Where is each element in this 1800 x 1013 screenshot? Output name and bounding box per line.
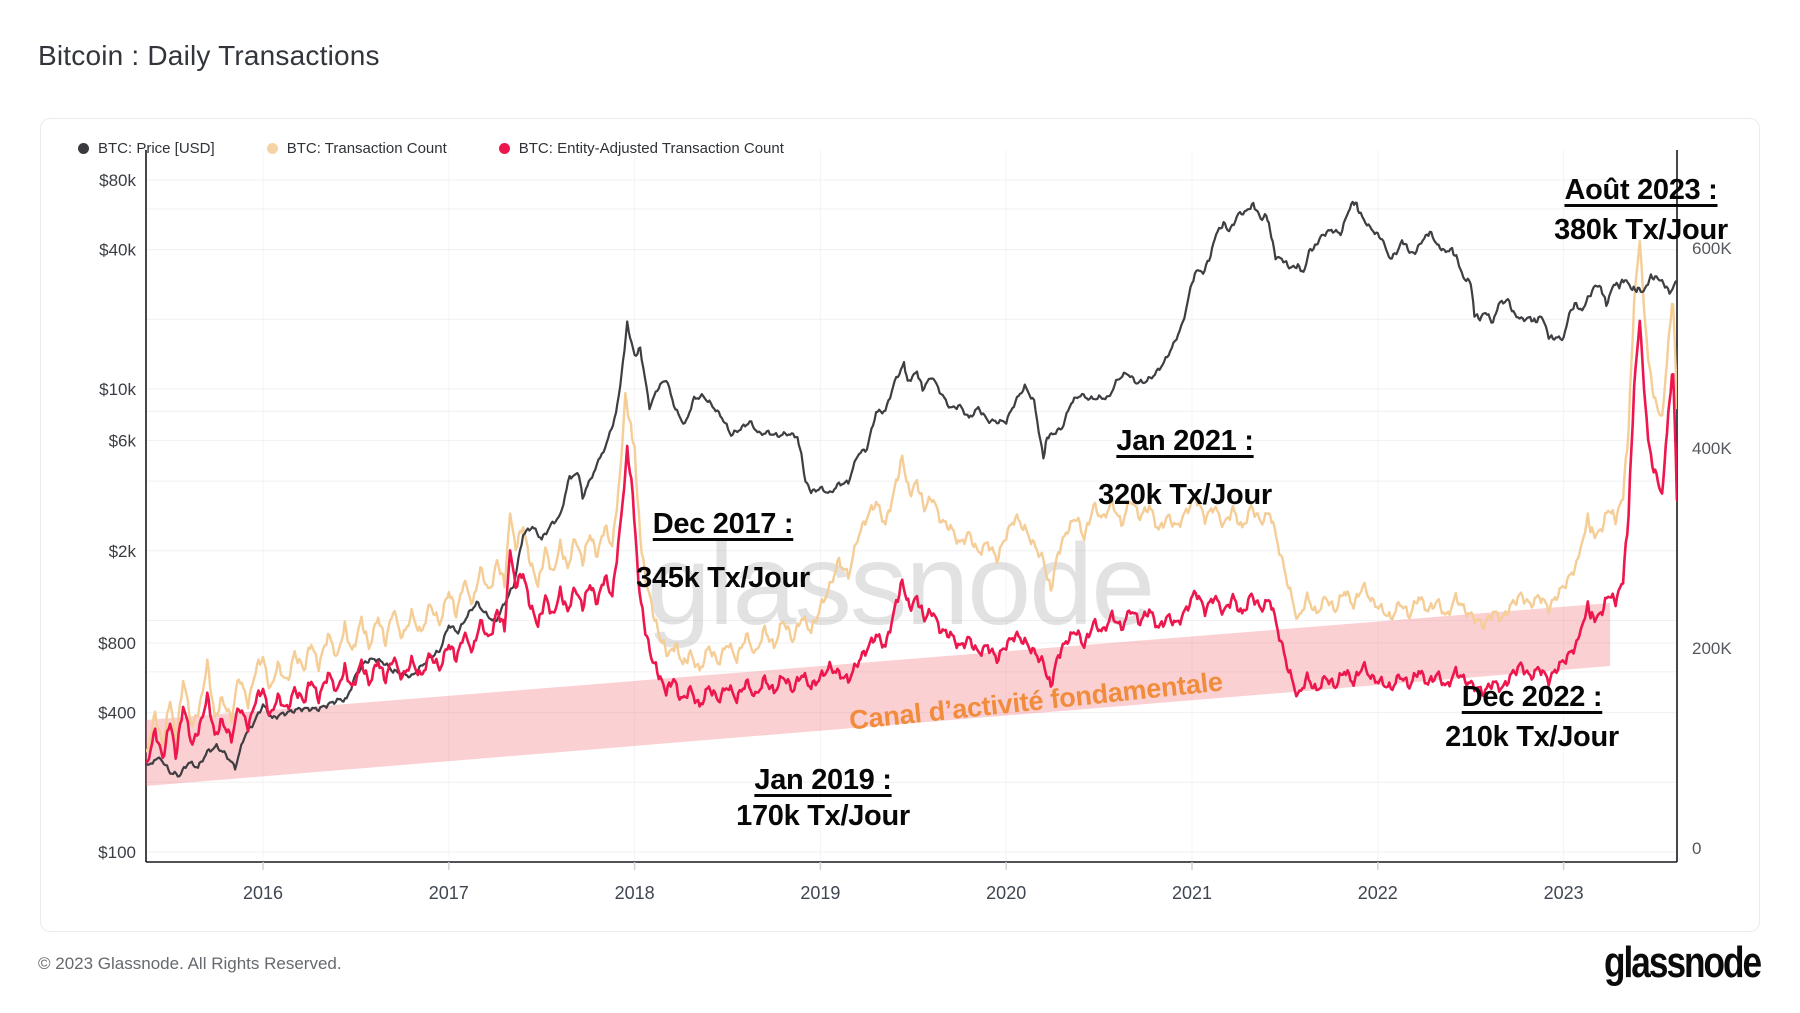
legend-item-entity-adjusted[interactable]: BTC: Entity-Adjusted Transaction Count bbox=[498, 140, 784, 157]
x-axis-year-label: 2022 bbox=[1358, 883, 1398, 903]
footer-copyright: © 2023 Glassnode. All Rights Reserved. bbox=[38, 954, 342, 973]
price-axis-tick-label: $100 bbox=[98, 843, 136, 862]
annotation-jan-2019: Jan 2019 : 170k Tx/Jour bbox=[673, 763, 973, 833]
annotation-value: 210k Tx/Jour bbox=[1445, 721, 1619, 753]
annotation-value: 170k Tx/Jour bbox=[736, 800, 910, 832]
entity-adjusted-dot-icon bbox=[498, 143, 510, 154]
x-axis-year-label: 2021 bbox=[1172, 883, 1212, 903]
series-line-entity-adjusted bbox=[146, 319, 1677, 764]
annotation-dec-2022: Dec 2022 : 210k Tx/Jour bbox=[1382, 680, 1682, 754]
price-axis-tick-label: $400 bbox=[98, 704, 136, 723]
x-axis-year-label: 2018 bbox=[615, 883, 655, 903]
annotation-dec-2017: Dec 2017 : 345k Tx/Jour bbox=[573, 507, 873, 595]
price-axis-tick-label: $2k bbox=[109, 542, 137, 561]
legend-label: BTC: Entity-Adjusted Transaction Count bbox=[518, 140, 784, 157]
chart-legend: BTC: Price [USD] BTC: Transaction Count … bbox=[78, 140, 836, 157]
x-axis-year-label: 2023 bbox=[1544, 883, 1584, 903]
price-axis-tick-label: $40k bbox=[99, 241, 136, 260]
price-axis-tick-label: $80k bbox=[99, 171, 136, 190]
legend-item-price[interactable]: BTC: Price [USD] bbox=[78, 140, 215, 157]
annotation-date: Dec 2017 : bbox=[652, 508, 794, 540]
price-axis-tick-label: $6k bbox=[109, 431, 137, 450]
legend-label: BTC: Transaction Count bbox=[286, 140, 447, 157]
annotation-value: 320k Tx/Jour bbox=[1098, 479, 1272, 511]
x-axis-year-label: 2017 bbox=[429, 883, 469, 903]
x-axis-year-label: 2019 bbox=[800, 883, 840, 903]
annotation-aout-2023: Août 2023 : 380k Tx/Jour bbox=[1491, 173, 1791, 247]
annotation-date: Août 2023 : bbox=[1564, 174, 1718, 206]
count-axis-tick-label: 400K bbox=[1692, 439, 1732, 458]
chart-card bbox=[40, 118, 1760, 932]
count-axis-tick-label: 0 bbox=[1692, 839, 1701, 858]
annotation-date: Dec 2022 : bbox=[1461, 681, 1603, 713]
price-axis-tick-label: $10k bbox=[99, 380, 136, 399]
glassnode-logo[interactable]: glassnode bbox=[1603, 938, 1762, 987]
annotation-value: 345k Tx/Jour bbox=[636, 562, 810, 594]
annotation-jan-2021: Jan 2021 : 320k Tx/Jour bbox=[1035, 424, 1335, 512]
annotation-date: Jan 2021 : bbox=[1116, 425, 1254, 457]
count-axis-tick-label: 200K bbox=[1692, 639, 1732, 658]
x-axis-year-label: 2020 bbox=[986, 883, 1026, 903]
annotation-value: 380k Tx/Jour bbox=[1554, 214, 1728, 246]
price-series-dot-icon bbox=[78, 143, 89, 154]
annotation-date: Jan 2019 : bbox=[754, 764, 892, 796]
fundamental-activity-band bbox=[146, 603, 1611, 786]
legend-item-transaction-count[interactable]: BTC: Transaction Count bbox=[266, 140, 447, 157]
count-axis-tick-label: 600K bbox=[1692, 239, 1732, 258]
legend-label: BTC: Price [USD] bbox=[98, 140, 215, 157]
price-axis-tick-label: $800 bbox=[98, 634, 136, 653]
series-line-price bbox=[146, 200, 1677, 778]
x-axis-year-label: 2016 bbox=[243, 883, 283, 903]
series-line-transaction-count bbox=[146, 239, 1677, 753]
page-title: Bitcoin : Daily Transactions bbox=[38, 40, 380, 71]
transaction-count-dot-icon bbox=[266, 143, 278, 154]
